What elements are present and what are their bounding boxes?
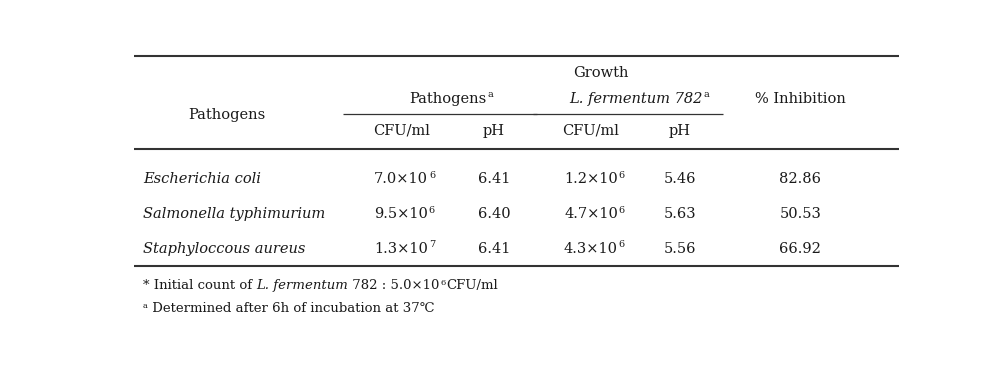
- Text: Salmonella typhimurium: Salmonella typhimurium: [143, 207, 326, 221]
- Text: 50.53: 50.53: [779, 207, 822, 221]
- Text: 7.0×10: 7.0×10: [374, 172, 428, 187]
- Text: 6.41: 6.41: [478, 242, 510, 256]
- Text: Escherichia coli: Escherichia coli: [143, 172, 261, 187]
- Text: 6.40: 6.40: [478, 207, 510, 221]
- Text: 6: 6: [428, 171, 435, 180]
- Text: pH: pH: [669, 124, 691, 138]
- Text: 9.5×10: 9.5×10: [374, 207, 428, 221]
- Text: Pathogens: Pathogens: [188, 108, 265, 122]
- Text: 6.41: 6.41: [478, 172, 510, 187]
- Text: pH: pH: [483, 124, 505, 138]
- Text: L. fermentum: L. fermentum: [256, 279, 349, 292]
- Text: 6: 6: [619, 206, 625, 215]
- Text: Staphyloccous aureus: Staphyloccous aureus: [143, 242, 305, 256]
- Text: 4.3×10: 4.3×10: [564, 242, 618, 256]
- Text: * Initial count of: * Initial count of: [143, 279, 256, 292]
- Text: a: a: [487, 89, 493, 98]
- Text: 1.2×10: 1.2×10: [564, 172, 618, 187]
- Text: Growth: Growth: [573, 66, 628, 80]
- Text: 4.7×10: 4.7×10: [564, 207, 618, 221]
- Text: 782 : 5.0×10: 782 : 5.0×10: [349, 279, 439, 292]
- Text: 1.3×10: 1.3×10: [374, 242, 428, 256]
- Text: Determined after 6h of incubation at 37℃: Determined after 6h of incubation at 37℃: [148, 302, 434, 315]
- Text: 5.63: 5.63: [664, 207, 697, 221]
- Text: Pathogens: Pathogens: [409, 92, 486, 105]
- Text: CFU/ml: CFU/ml: [562, 124, 620, 138]
- Text: 7: 7: [428, 240, 435, 249]
- Text: a: a: [703, 89, 709, 98]
- Text: CFU/ml: CFU/ml: [373, 124, 429, 138]
- Text: 6: 6: [440, 279, 446, 287]
- Text: 5.46: 5.46: [664, 172, 697, 187]
- Text: a: a: [143, 302, 148, 310]
- Text: 6: 6: [619, 171, 625, 180]
- Text: CFU/ml: CFU/ml: [447, 279, 498, 292]
- Text: 6: 6: [619, 240, 625, 249]
- Text: 82.86: 82.86: [779, 172, 822, 187]
- Text: 5.56: 5.56: [664, 242, 697, 256]
- Text: % Inhibition: % Inhibition: [755, 92, 846, 105]
- Text: L. fermentum 782: L. fermentum 782: [569, 92, 703, 105]
- Text: 66.92: 66.92: [779, 242, 822, 256]
- Text: 6: 6: [428, 206, 435, 215]
